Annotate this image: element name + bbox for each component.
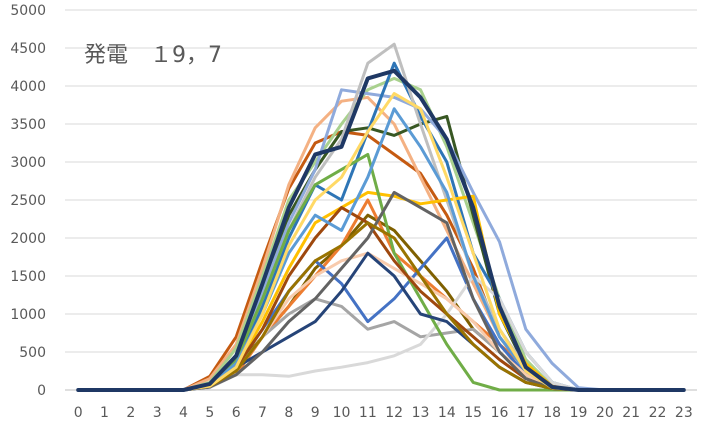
- y-tick-label: 1500: [10, 269, 46, 285]
- x-tick-label: 5: [205, 405, 214, 421]
- x-tick-label: 19: [570, 405, 588, 421]
- series-line: [76, 152, 686, 392]
- x-tick-label: 23: [675, 405, 693, 421]
- series-line: [76, 206, 686, 392]
- series-lines: [76, 42, 686, 392]
- y-tick-label: 0: [37, 383, 46, 399]
- y-tick-label: 5000: [10, 3, 46, 19]
- series-line: [76, 221, 686, 392]
- series-line: [76, 251, 686, 392]
- series-line: [76, 198, 686, 392]
- series-line: [76, 297, 686, 392]
- y-axis-tick-labels: 0 500 1000 1500 2000 2500 3000 3500 4000 4500 5000: [10, 3, 46, 399]
- x-tick-label: 0: [74, 405, 83, 421]
- series-line: [76, 251, 686, 392]
- series-line: [76, 274, 686, 392]
- x-tick-label: 11: [359, 405, 377, 421]
- y-tick-label: 2500: [10, 193, 46, 209]
- x-tick-label: 7: [258, 405, 267, 421]
- y-tick-label: 3500: [10, 117, 46, 133]
- y-tick-label: 4500: [10, 41, 46, 57]
- x-tick-label: 1: [100, 405, 109, 421]
- series-line: [76, 107, 686, 392]
- y-tick-label: 2000: [10, 231, 46, 247]
- x-tick-label: 6: [232, 405, 241, 421]
- x-tick-label: 3: [153, 405, 162, 421]
- x-tick-label: 20: [596, 405, 614, 421]
- y-tick-label: 1000: [10, 307, 46, 323]
- x-tick-label: 2: [126, 405, 135, 421]
- chart-title: 発電 １9，7: [84, 43, 222, 68]
- y-tick-label: 500: [19, 345, 46, 361]
- y-tick-label: 4000: [10, 79, 46, 95]
- x-axis-tick-labels: 0 1 2 3 4 5 6 7 8 9 10 11 12 13 14 15 16 17 18 19 20 21 22 23: [74, 405, 693, 421]
- x-tick-label: 8: [284, 405, 293, 421]
- x-tick-label: 15: [464, 405, 482, 421]
- x-tick-label: 18: [543, 405, 561, 421]
- x-tick-label: 16: [491, 405, 509, 421]
- x-tick-label: 14: [438, 405, 456, 421]
- x-tick-label: 9: [311, 405, 320, 421]
- x-tick-label: 17: [517, 405, 535, 421]
- x-tick-label: 13: [412, 405, 430, 421]
- x-tick-label: 10: [333, 405, 351, 421]
- x-tick-label: 12: [385, 405, 403, 421]
- x-tick-label: 22: [649, 405, 667, 421]
- series-line: [76, 68, 686, 392]
- x-tick-label: 21: [622, 405, 640, 421]
- y-tick-label: 3000: [10, 155, 46, 171]
- series-line: [76, 76, 686, 392]
- x-tick-label: 4: [179, 405, 188, 421]
- series-line: [76, 114, 686, 392]
